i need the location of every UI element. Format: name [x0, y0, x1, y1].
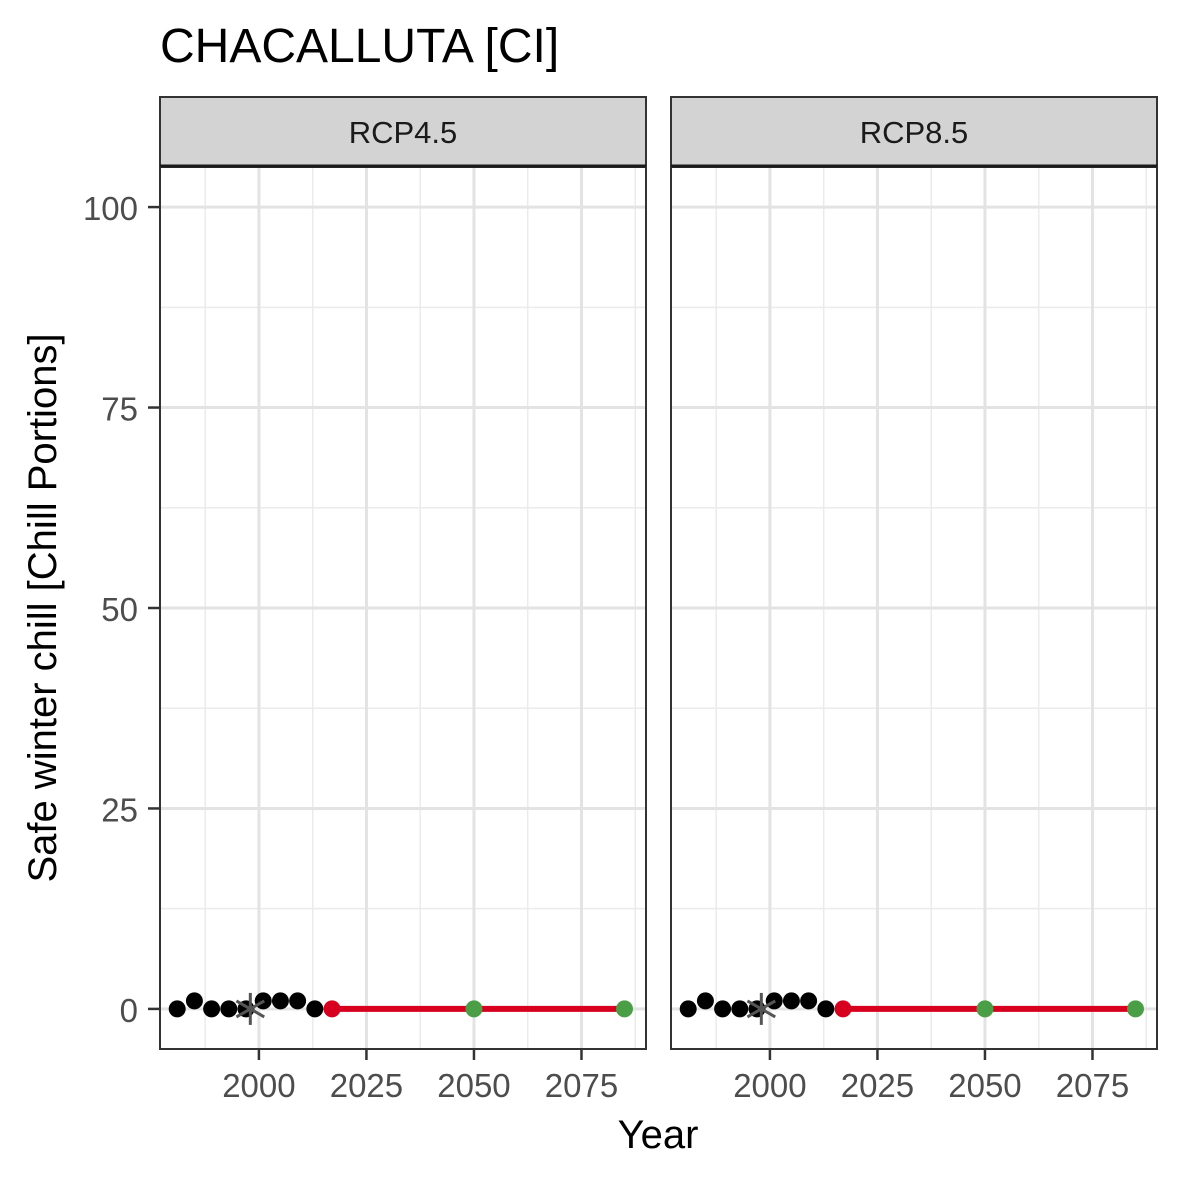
x-tick-label: 2000: [733, 1067, 806, 1104]
y-tick-label: 0: [120, 992, 138, 1029]
future-point: [1126, 1000, 1144, 1018]
facet-strip-label: RCP8.5: [860, 115, 969, 150]
baseline-marker: [235, 992, 265, 1025]
scenario-start-point: [323, 1000, 341, 1018]
y-axis: 0 25 50 75 100: [83, 190, 160, 1029]
x-tick-label: 2000: [222, 1067, 295, 1104]
x-axis-label: Year: [618, 1113, 699, 1157]
historic-point: [289, 992, 307, 1010]
y-tick-label: 75: [101, 391, 138, 428]
facet-strip: [670, 96, 1158, 167]
facet-strip: [159, 96, 647, 167]
historic-point: [731, 1000, 749, 1018]
chart-title: CHACALLUTA [CI]: [160, 20, 559, 73]
x-tick-label: 2025: [841, 1067, 914, 1104]
y-tick-label: 50: [101, 591, 138, 628]
x-tick-label: 2075: [545, 1067, 618, 1104]
historic-point: [306, 1000, 324, 1018]
x-tick-label: 2075: [1056, 1067, 1129, 1104]
x-tick-label: 2050: [437, 1067, 510, 1104]
x-tick-label: 2050: [948, 1067, 1021, 1104]
baseline-marker-stroke: [746, 999, 776, 1019]
panel-rcp4-5: RCP4.5: [159, 96, 647, 1050]
future-point: [615, 1000, 633, 1018]
historic-point: [696, 992, 714, 1010]
x-axes: 2000 2025 2050 2075 2000 2025 2050 2075: [222, 1049, 1129, 1104]
historic-point: [168, 1000, 186, 1018]
y-tick-label: 25: [101, 791, 138, 828]
historic-point: [203, 1000, 221, 1018]
historic-point: [185, 992, 203, 1010]
scenario-start-point: [834, 1000, 852, 1018]
historic-point: [817, 1000, 835, 1018]
historic-point: [782, 992, 800, 1010]
facet-panels: RCP4.5 RCP8.5: [159, 96, 1158, 1050]
baseline-marker-stroke: [235, 999, 265, 1019]
historic-point: [679, 1000, 697, 1018]
panel-rcp8-5: RCP8.5: [670, 96, 1158, 1050]
y-tick-label: 100: [83, 190, 138, 227]
historic-point: [714, 1000, 732, 1018]
x-tick-label: 2025: [330, 1067, 403, 1104]
historic-point: [220, 1000, 238, 1018]
facet-strip-label: RCP4.5: [349, 115, 458, 150]
y-axis-label: Safe winter chill [Chill Portions]: [21, 333, 65, 882]
future-point: [465, 1000, 483, 1018]
historic-point: [800, 992, 818, 1010]
future-point: [976, 1000, 994, 1018]
baseline-marker: [746, 992, 776, 1025]
historic-point: [271, 992, 289, 1010]
